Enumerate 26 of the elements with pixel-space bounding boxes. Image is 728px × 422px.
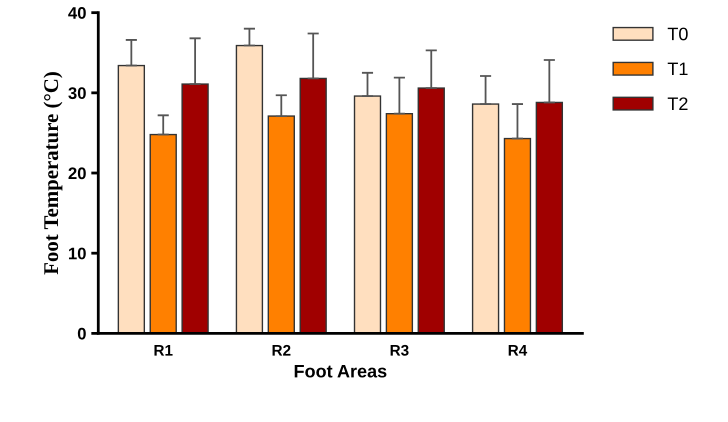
bar bbox=[236, 44, 264, 334]
x-tick-label: R3 bbox=[390, 344, 409, 356]
bar bbox=[354, 95, 382, 334]
x-tick-label: R4 bbox=[508, 345, 528, 356]
bar bbox=[386, 112, 414, 334]
y-axis-title: Foot Temperature (°C) bbox=[43, 72, 62, 274]
bar bbox=[118, 64, 146, 334]
legend-label: T0 bbox=[668, 28, 688, 40]
x-tick-label: R2 bbox=[272, 344, 290, 356]
bar bbox=[181, 83, 209, 334]
bar bbox=[504, 138, 532, 334]
y-tick-label: 0 bbox=[78, 328, 86, 340]
bar bbox=[268, 115, 295, 334]
bar bbox=[300, 78, 327, 334]
bar bbox=[150, 134, 177, 334]
x-tick-label: R1 bbox=[154, 345, 173, 356]
y-tick-label: 40 bbox=[68, 7, 86, 19]
y-tick-label: 20 bbox=[68, 167, 86, 180]
y-tick-label: 30 bbox=[68, 87, 86, 100]
bar bbox=[472, 103, 500, 334]
bar bbox=[536, 102, 564, 334]
legend-label: T2 bbox=[668, 97, 688, 110]
y-tick-label: 10 bbox=[68, 248, 86, 260]
x-axis-title: Foot Areas bbox=[294, 364, 386, 378]
bar bbox=[418, 87, 445, 334]
legend-label: T1 bbox=[668, 62, 688, 76]
